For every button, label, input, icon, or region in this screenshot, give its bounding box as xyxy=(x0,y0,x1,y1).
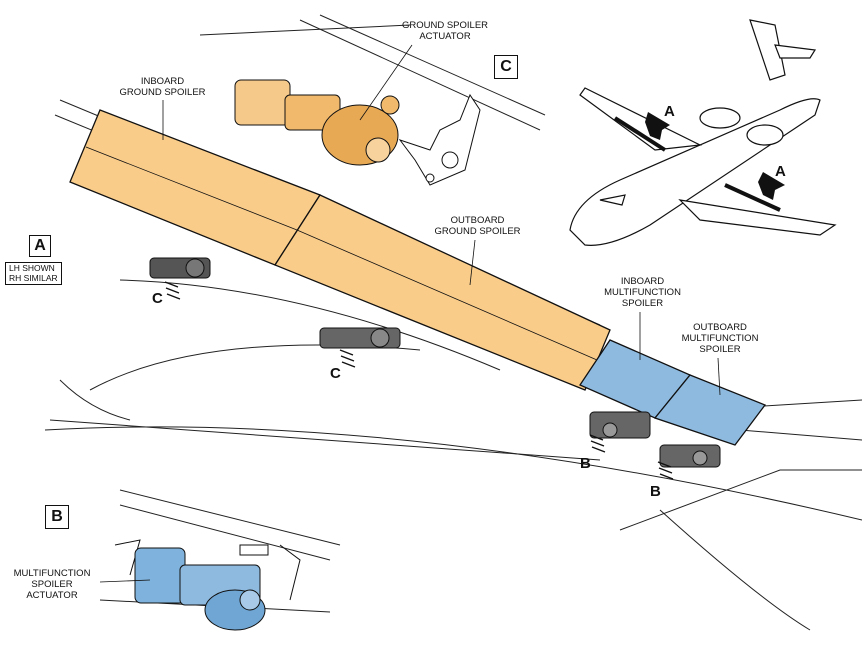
callout-b-right: B xyxy=(650,483,661,500)
ground-spoiler-actuator-c1-illustration xyxy=(149,257,211,279)
ground-spoiler-actuator-c2-illustration xyxy=(319,327,401,349)
view-a-arrows xyxy=(645,112,785,200)
multifunction-spoiler-actuator-b1-illustration xyxy=(589,411,651,439)
outboard-ground-spoiler-panel xyxy=(274,194,611,391)
outboard-multifunction-spoiler-label: OUTBOARD MULTIFUNCTION SPOILER xyxy=(681,322,759,355)
multifunction-spoiler-actuator-illustration xyxy=(114,539,301,631)
ground-spoiler-actuator-label: GROUND SPOILER ACTUATOR xyxy=(401,20,489,42)
callout-a-upper: A xyxy=(664,103,675,120)
multifunction-spoiler-actuator-b2-illustration xyxy=(659,444,721,468)
view-box-a: A xyxy=(29,235,51,257)
lh-shown-rh-similar-note: LH SHOWN RH SIMILAR xyxy=(5,262,62,285)
ground-spoiler-actuator-illustration xyxy=(234,79,481,186)
view-direction-marks xyxy=(164,281,674,480)
outboard-ground-spoiler-label: OUTBOARD GROUND SPOILER xyxy=(434,215,521,237)
inboard-multifunction-spoiler-label: INBOARD MULTIFUNCTION SPOILER xyxy=(604,276,681,309)
inboard-ground-spoiler-label: INBOARD GROUND SPOILER xyxy=(119,76,206,98)
aircraft-outline xyxy=(569,19,837,246)
outboard-multifunction-spoiler-panel xyxy=(653,374,767,446)
callout-c-left: C xyxy=(152,290,163,307)
callout-c-center: C xyxy=(330,365,341,382)
label-leader-lines xyxy=(99,44,721,583)
callout-b-left: B xyxy=(580,455,591,472)
view-box-c: C xyxy=(494,55,518,79)
inboard-ground-spoiler-panel xyxy=(69,109,321,266)
multifunction-spoiler-actuator-label: MULTIFUNCTION SPOILER ACTUATOR xyxy=(13,568,91,601)
callout-a-lower: A xyxy=(775,163,786,180)
view-box-b: B xyxy=(45,505,69,529)
